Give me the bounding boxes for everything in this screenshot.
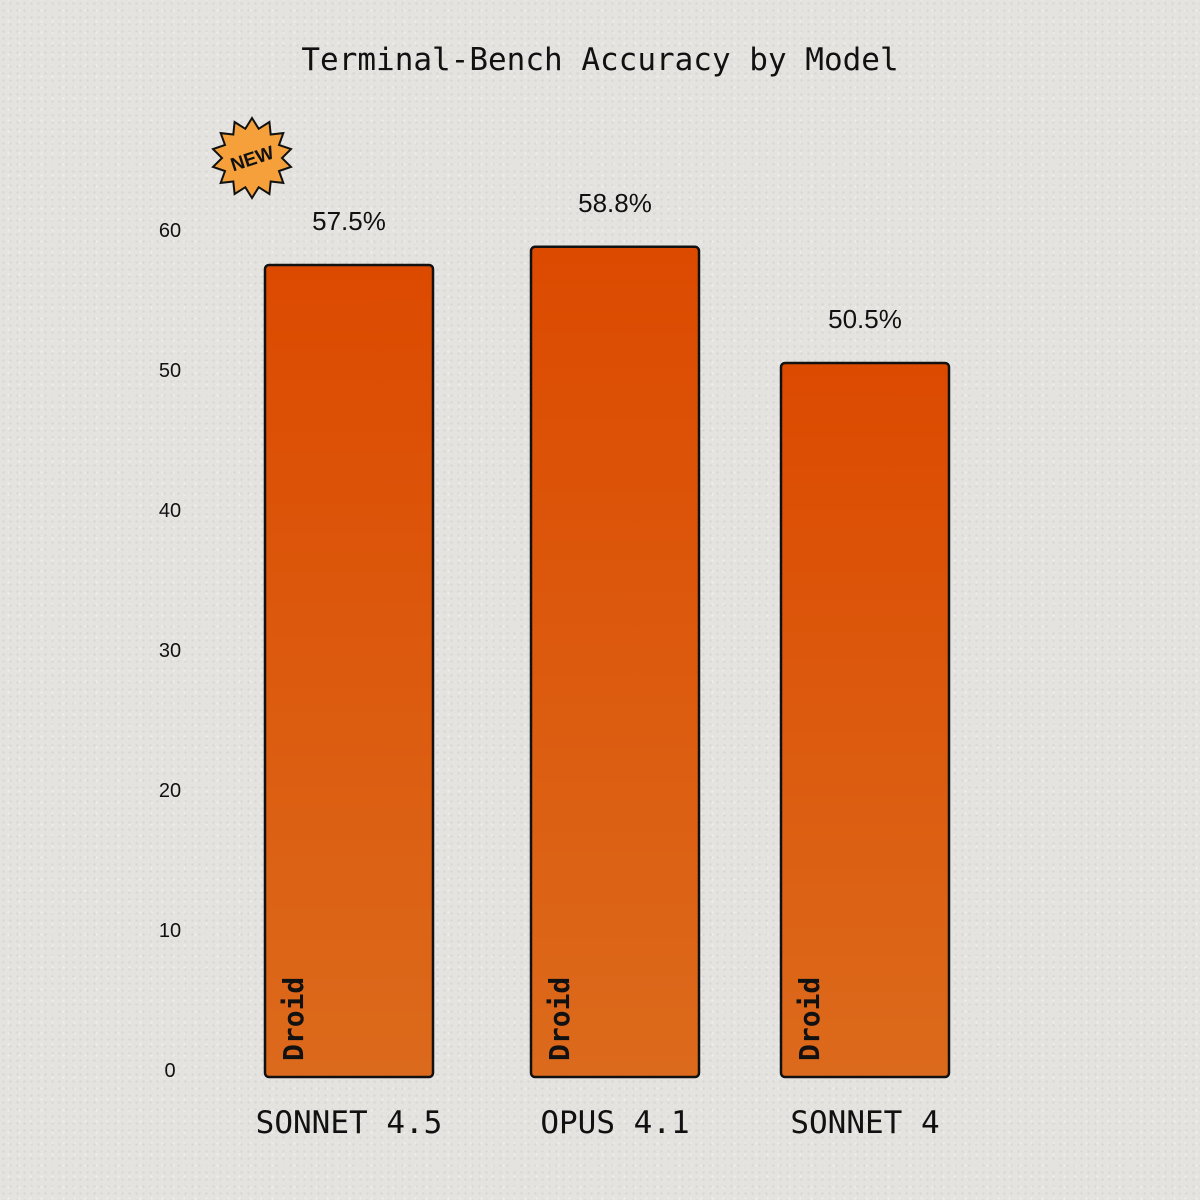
bar-group: 58.8% OPUS 4.1 Droid (529, 188, 701, 1141)
bar-value-label: 57.5% (312, 206, 386, 236)
bar-inner-label: Droid (277, 977, 310, 1061)
y-tick-label: 60 (159, 220, 181, 242)
bar-value-label: 58.8% (578, 188, 652, 218)
starburst-icon (211, 116, 293, 200)
bar (529, 245, 701, 1079)
chart-title: Terminal-Bench Accuracy by Model (301, 42, 898, 78)
bar-group: 50.5% SONNET 4 Droid (779, 304, 951, 1141)
y-tick-label: 20 (159, 780, 181, 802)
y-tick-label: 50 (159, 360, 181, 382)
bar-inner-label: Droid (543, 977, 576, 1061)
bar (779, 361, 951, 1079)
bar-inner-label: Droid (793, 977, 826, 1061)
bar-value-label: 50.5% (828, 304, 902, 334)
category-label: SONNET 4 (790, 1105, 939, 1141)
y-tick-label: 40 (159, 500, 181, 522)
y-tick-label: 0 (164, 1060, 175, 1082)
y-axis: 0 10 20 30 40 50 60 (159, 220, 181, 1082)
new-badge: NEW (211, 116, 293, 200)
category-label: OPUS 4.1 (540, 1105, 689, 1141)
bar (263, 263, 435, 1079)
y-tick-label: 30 (159, 640, 181, 662)
category-label: SONNET 4.5 (256, 1105, 443, 1141)
bar-group: 57.5% SONNET 4.5 Droid (256, 206, 443, 1141)
y-tick-label: 10 (159, 920, 181, 942)
